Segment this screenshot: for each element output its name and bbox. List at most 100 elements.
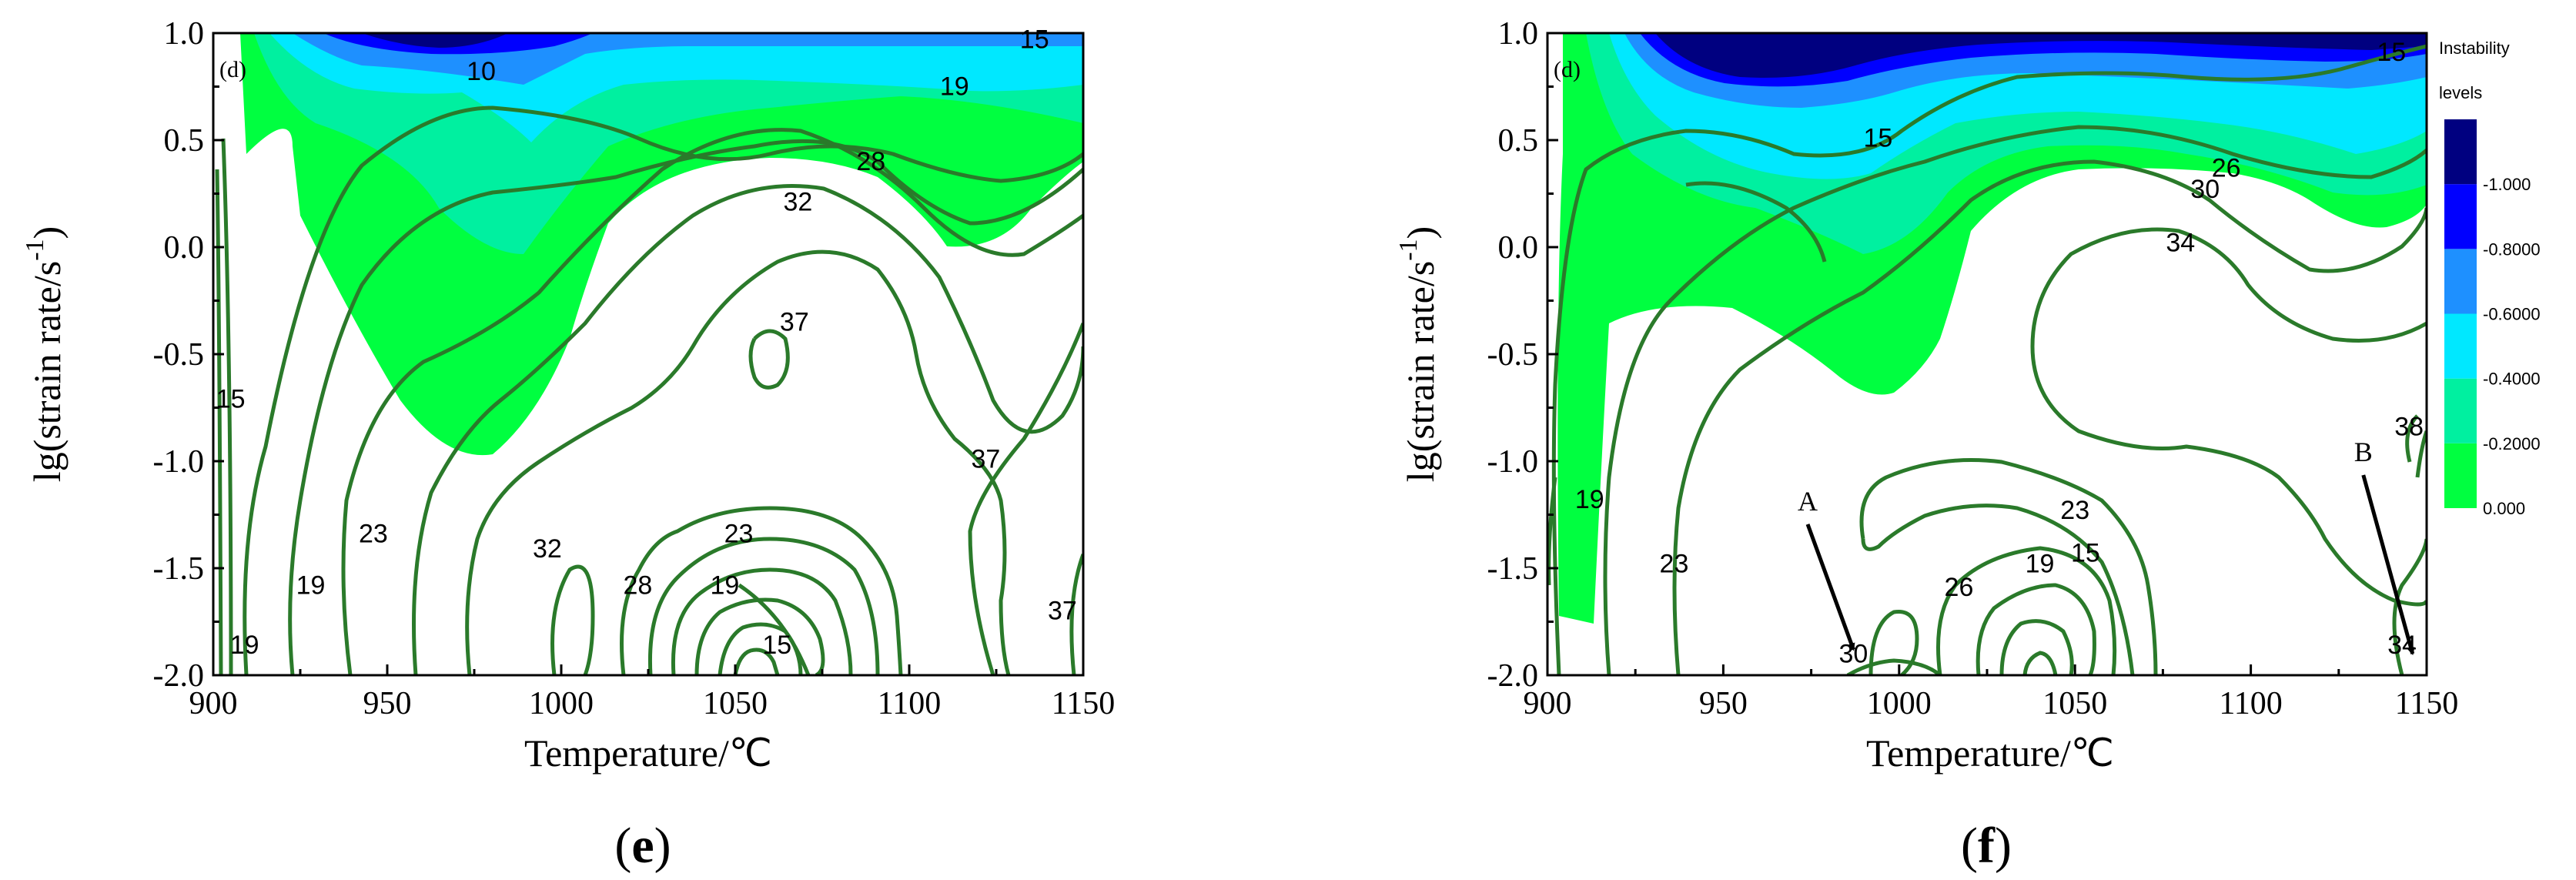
panel-e: 900 950 1000 1050 1100 1150 1.0 0.5 0.0 -0.5 -1.0… [21, 16, 1115, 874]
y-axis-label-sup-f: -1 [1394, 239, 1423, 260]
x-tick-label: 950 [363, 686, 412, 721]
contour-label: 15 [1863, 123, 1892, 152]
x-axis-ticks-f: 900 950 1000 1050 1100 1150 [1524, 664, 2458, 721]
contour-label: 19 [296, 570, 326, 600]
x-tick-label: 1100 [878, 686, 941, 721]
x-tick-label: 1050 [703, 686, 768, 721]
y-axis-ticks-e: 1.0 0.5 0.0 -0.5 -1.0 -1.5 -2.0 [153, 16, 224, 694]
legend-title-line1: Instability [2439, 38, 2510, 58]
panel-f: 900 950 1000 1050 1100 1150 1.0 0.5 0.0 -0.5 -1.0… [1394, 16, 2541, 874]
unstable-region-f-level-5 [1655, 33, 2427, 78]
caption-close-f: ) [1995, 818, 2012, 874]
caption-letter-e: e [631, 818, 654, 874]
contour-label: 15 [216, 385, 246, 414]
contour-label: 19 [940, 72, 969, 102]
x-axis-ticks-e: 900 950 1000 1050 1100 1150 [189, 664, 1115, 721]
y-tick-label: -1.0 [153, 444, 205, 480]
legend-swatch [2444, 378, 2477, 443]
legend-title-line2: levels [2439, 83, 2482, 102]
x-tick-label: 1000 [1867, 686, 1932, 721]
contour-lines-e [215, 105, 1083, 675]
panel-e-unstable-region [215, 33, 1083, 675]
legend-swatch [2444, 119, 2477, 185]
legend-swatch [2444, 184, 2477, 249]
y-tick-label: -1.5 [1487, 551, 1539, 587]
y-axis-label-text-f: lg(strain rate/s-1) [1394, 226, 1442, 482]
y-axis-label-close-f: ) [1399, 226, 1442, 239]
inset-label-e: (d) [219, 57, 246, 82]
annotation-arrow [2361, 474, 2415, 656]
y-axis-ticks-f: 1.0 0.5 0.0 -0.5 -1.0 -1.5 -2.0 [1487, 16, 1558, 694]
annotation-arrow [1805, 524, 1855, 651]
x-tick-label: 1050 [2042, 686, 2107, 721]
contour-label: 15 [2071, 539, 2100, 568]
legend-level-label: -0.8000 [2483, 239, 2541, 259]
contour-label: 38 [2394, 413, 2424, 442]
contour-label: 30 [2190, 175, 2220, 204]
x-axis-label-f: Temperature/℃ [1866, 731, 2114, 775]
contour-label: 19 [1575, 485, 1604, 514]
contour-label: 19 [230, 631, 259, 660]
contour-label: 37 [972, 444, 1001, 473]
annotations-f: AB [1798, 437, 2415, 656]
contour-label: 37 [1048, 597, 1077, 626]
y-tick-label: 0.0 [1498, 230, 1539, 266]
y-tick-label: 0.0 [164, 230, 205, 266]
annotation-label: A [1798, 486, 1818, 517]
contour-label: 15 [762, 631, 791, 660]
legend-swatch [2444, 249, 2477, 314]
legend-swatches: 0.000 -0.2000 -0.4000 -0.6000 -0.8000 -1.000 [2444, 119, 2541, 518]
annotation-label: B [2354, 437, 2373, 467]
y-tick-label: -2.0 [153, 658, 205, 694]
legend-level-label: 0.000 [2483, 499, 2525, 518]
caption-close-e: ) [654, 818, 671, 874]
x-tick-label: 1150 [2395, 686, 2458, 721]
y-tick-label: -0.5 [153, 337, 205, 373]
y-tick-label: 1.0 [1498, 16, 1539, 52]
y-axis-label-close-e: ) [25, 226, 69, 239]
contour-label: 10 [467, 57, 496, 86]
x-tick-label: 1000 [529, 686, 594, 721]
x-tick-label: 900 [189, 686, 238, 721]
y-axis-label-e: lg(strain rate/s-1) [21, 226, 69, 482]
contour-label: 23 [724, 520, 754, 549]
contour-label: 26 [1945, 573, 1974, 602]
contour-label: 32 [783, 188, 812, 217]
contour-label: 37 [780, 307, 809, 336]
inset-label-f: (d) [1554, 57, 1581, 82]
contour-label: 19 [2026, 550, 2055, 579]
contour-lines-f [1547, 44, 2427, 675]
legend-level-label: -0.2000 [2483, 434, 2541, 453]
y-tick-label: -2.0 [1487, 658, 1539, 694]
y-tick-label: 0.5 [164, 123, 205, 159]
contour-label: 28 [624, 570, 653, 600]
panel-caption-e: (e) [614, 818, 671, 874]
contour-label: 26 [2212, 153, 2241, 182]
y-axis-label-sup-e: -1 [21, 239, 49, 260]
panel-f-unstable-region [1547, 33, 2427, 675]
legend-instability: Instability levels 0.000 -0.2000 -0.4000 -0… [2439, 38, 2541, 518]
contour-labels-e: 10 15 19 28 32 37 15 37 23 32 23 19 28 19 37 19 15 [216, 25, 1077, 660]
y-tick-label: 1.0 [164, 16, 205, 52]
contour-label: 32 [533, 534, 562, 564]
x-tick-label: 900 [1524, 686, 1572, 721]
caption-open-e: ( [614, 818, 631, 874]
y-axis-label-main-e: lg(strain rate/s [25, 261, 69, 482]
y-tick-label: -1.5 [153, 551, 205, 587]
contour-label: 19 [711, 570, 740, 600]
contour-label: 23 [359, 520, 388, 549]
x-tick-label: 1150 [1052, 686, 1115, 721]
legend-swatch [2444, 443, 2477, 508]
unstable-region-level-5 [362, 33, 508, 48]
x-axis-label-e: Temperature/℃ [524, 731, 772, 775]
contour-label: 23 [1660, 550, 1689, 579]
caption-letter-f: f [1978, 818, 1996, 874]
legend-swatch [2444, 313, 2477, 379]
legend-level-label: -1.000 [2483, 175, 2531, 194]
y-axis-label-text-e: lg(strain rate/s-1) [21, 226, 69, 482]
y-tick-label: -0.5 [1487, 337, 1539, 373]
contour-label: 23 [2060, 496, 2089, 525]
panel-caption-f: (f) [1961, 818, 2012, 874]
y-axis-label-main-f: lg(strain rate/s [1399, 261, 1442, 482]
